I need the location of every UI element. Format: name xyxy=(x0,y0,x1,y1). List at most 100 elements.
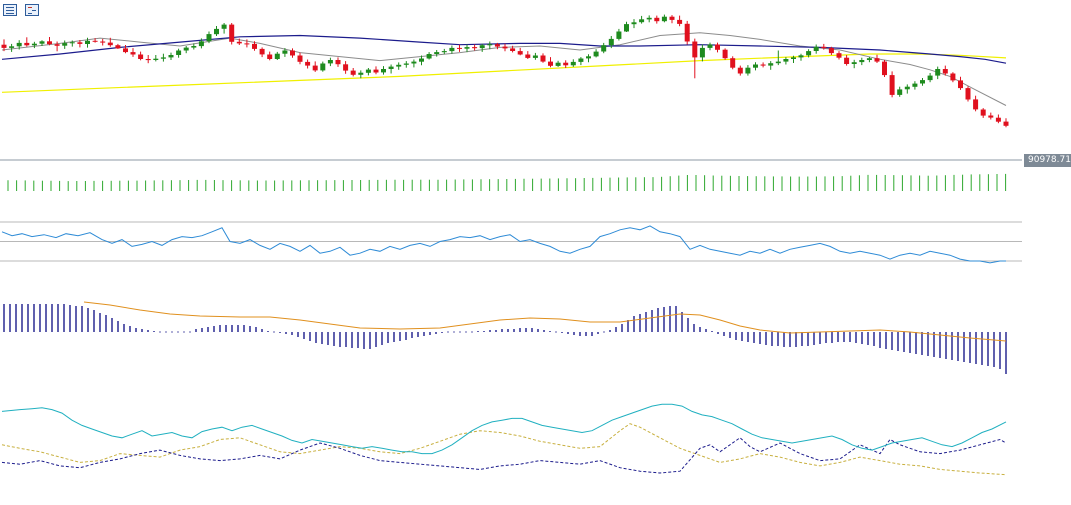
bullish-candle xyxy=(798,55,804,58)
bearish-candle xyxy=(305,61,311,66)
bullish-candle xyxy=(775,61,781,64)
bullish-candle xyxy=(570,61,576,66)
bullish-candle xyxy=(624,24,629,32)
bullish-candle xyxy=(532,55,538,58)
bullish-candle xyxy=(935,69,941,76)
bearish-candle xyxy=(494,44,500,47)
bearish-candle xyxy=(267,54,273,59)
bearish-candle xyxy=(844,57,850,64)
bullish-candle xyxy=(183,47,189,51)
bearish-candle xyxy=(836,53,842,58)
bullish-candle xyxy=(153,58,159,60)
bearish-candle xyxy=(654,17,660,22)
bullish-candle xyxy=(31,43,37,46)
bullish-candle xyxy=(783,59,789,62)
bullish-candle xyxy=(327,60,333,64)
list-view-icon[interactable] xyxy=(3,4,17,16)
bullish-candle xyxy=(555,62,561,66)
bearish-candle xyxy=(973,99,979,110)
bearish-candle xyxy=(889,75,895,95)
oscillator-cyan-line xyxy=(1,403,1007,455)
bearish-candle xyxy=(722,49,728,59)
bullish-candle xyxy=(403,63,409,65)
bullish-candle xyxy=(69,42,75,44)
bullish-candle xyxy=(601,45,607,52)
bearish-candle xyxy=(252,43,257,49)
bullish-candle xyxy=(479,45,485,49)
properties-icon[interactable] xyxy=(25,4,39,16)
bullish-candle xyxy=(639,19,645,23)
bearish-candle xyxy=(874,58,880,62)
bullish-candle xyxy=(866,58,872,60)
bullish-candle xyxy=(608,38,614,46)
bullish-candle xyxy=(198,41,204,47)
bullish-candle xyxy=(441,51,447,53)
bullish-candle xyxy=(578,58,584,62)
bearish-candle xyxy=(335,60,341,65)
bearish-candle xyxy=(730,58,736,68)
bearish-candle xyxy=(130,52,136,55)
bullish-candle xyxy=(487,44,493,46)
bullish-candle xyxy=(274,53,280,59)
bearish-candle xyxy=(350,70,356,75)
bullish-candle xyxy=(616,31,622,39)
bullish-candle xyxy=(464,47,470,49)
bearish-candle xyxy=(47,41,52,45)
bearish-candle xyxy=(958,80,963,89)
bullish-candle xyxy=(191,46,197,48)
bullish-candle xyxy=(419,58,424,62)
bullish-candle xyxy=(396,64,402,67)
bearish-candle xyxy=(145,59,151,61)
bearish-candle xyxy=(548,61,553,66)
bullish-candle xyxy=(927,75,933,81)
bearish-candle xyxy=(244,43,250,45)
bullish-candle xyxy=(646,17,652,20)
rsi-line xyxy=(1,225,1006,264)
bearish-candle xyxy=(115,45,121,49)
bullish-candle xyxy=(160,57,166,59)
bearish-candle xyxy=(669,16,675,20)
bullish-candle xyxy=(365,69,371,73)
bullish-candle xyxy=(791,57,796,59)
bearish-candle xyxy=(259,48,265,55)
bullish-candle xyxy=(320,63,326,71)
bearish-candle xyxy=(54,44,60,46)
bearish-candle xyxy=(988,115,994,118)
bearish-candle xyxy=(942,69,948,74)
bearish-candle xyxy=(737,67,743,74)
oscillator-panel xyxy=(1,403,1007,476)
bearish-candle xyxy=(123,48,128,53)
bearish-candle xyxy=(312,65,318,71)
bearish-candle xyxy=(677,19,683,24)
bullish-candle xyxy=(16,42,22,47)
bearish-candle xyxy=(821,46,827,49)
bullish-candle xyxy=(62,43,68,46)
bearish-candle xyxy=(92,40,98,42)
bullish-candle xyxy=(449,47,455,52)
bearish-candle xyxy=(980,109,986,116)
bearish-candle xyxy=(692,41,698,58)
bearish-candle xyxy=(995,117,1001,122)
bullish-candle xyxy=(221,24,227,29)
bearish-candle xyxy=(965,88,971,100)
rsi-panel xyxy=(0,221,1022,264)
bearish-candle xyxy=(343,64,349,71)
bullish-candle xyxy=(753,64,758,68)
bearish-candle xyxy=(1,44,7,48)
bearish-candle xyxy=(138,54,144,59)
macd-panel xyxy=(3,301,1007,374)
bearish-candle xyxy=(457,47,462,49)
bearish-candle xyxy=(290,50,295,56)
bullish-candle xyxy=(813,46,819,51)
bullish-candle xyxy=(434,52,440,54)
last-price-label: 90978.71 xyxy=(1024,154,1071,167)
bullish-candle xyxy=(859,60,865,63)
sma-short-line xyxy=(1,32,1007,106)
price-panel xyxy=(0,14,1022,161)
bearish-candle xyxy=(502,46,508,49)
bearish-candle xyxy=(107,42,113,46)
macd-signal-line xyxy=(83,301,1007,342)
bearish-candle xyxy=(1003,121,1009,126)
volume-panel xyxy=(7,173,1007,191)
bullish-candle xyxy=(904,86,910,90)
